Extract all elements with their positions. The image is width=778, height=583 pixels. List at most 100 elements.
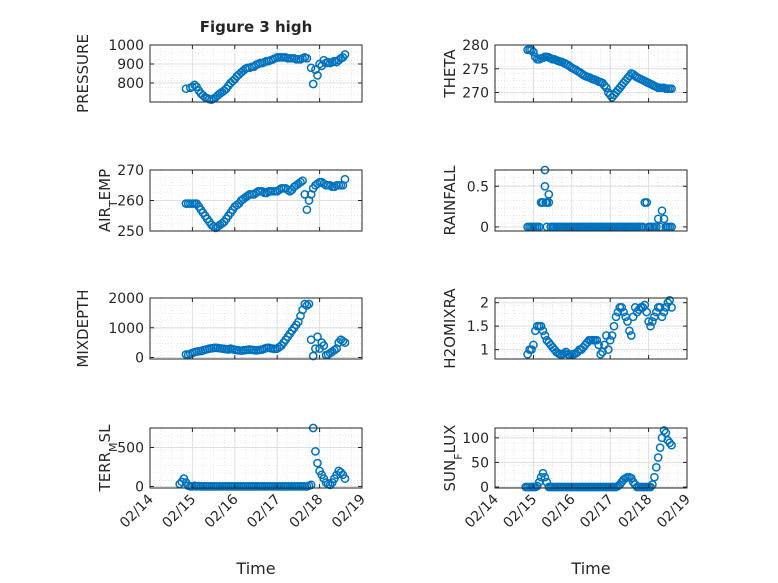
y-tick-label: 0 (135, 351, 144, 367)
y-tick-label: 0 (480, 480, 489, 496)
y-tick-label: 1000 (108, 321, 144, 337)
data-point (232, 200, 242, 210)
data-point (540, 331, 550, 340)
y-axis-label: AIRTEMP (96, 169, 120, 232)
y-axis-label: H2OMIXRA (441, 288, 459, 369)
data-point (642, 307, 652, 317)
data-point (325, 180, 335, 190)
panel-rainfall: 0 0.5 RAINFALL (441, 165, 688, 236)
data-point (628, 312, 638, 322)
data-point (340, 338, 350, 347)
data-point (304, 299, 314, 309)
data-point (661, 303, 671, 312)
x-tick-label: 02/17 (244, 492, 284, 532)
data-point (603, 345, 613, 354)
data-point (651, 462, 661, 472)
x-tick-label: 02/16 (202, 491, 242, 531)
y-tick-label: 270 (117, 163, 144, 179)
data-point (190, 80, 199, 90)
axes-box (494, 44, 688, 103)
data-point (188, 82, 197, 92)
data-point (285, 186, 295, 196)
axes-box (149, 44, 363, 103)
data-point (544, 198, 554, 207)
data-point (644, 317, 653, 326)
y-tick-label: 260 (117, 194, 144, 210)
x-tick-label: 02/18 (287, 492, 327, 532)
y-axis-label: MIXDEPTH (74, 289, 92, 367)
data-point (659, 307, 669, 317)
data-point (536, 321, 546, 331)
data-point (659, 214, 669, 224)
panel-mixdepth: 0 1000 2000 MIXDEPTH (74, 289, 363, 368)
data-point (626, 331, 636, 340)
y-tick-label: 280 (462, 38, 489, 54)
data-point (308, 79, 318, 89)
panel-pressure: 800 900 1000 PRESSURE Figure 3 high (74, 18, 363, 113)
data-point (340, 50, 350, 59)
data-point (340, 474, 350, 483)
data-point (667, 303, 676, 312)
data-point (538, 326, 548, 336)
data-point (609, 321, 619, 331)
data-point (313, 332, 322, 342)
data-point (617, 303, 627, 312)
data-point (648, 317, 657, 326)
data-point (607, 331, 617, 340)
data-series (521, 426, 676, 492)
y-tick-label: 2 (480, 296, 489, 312)
data-point (311, 447, 320, 456)
data-point (667, 440, 676, 450)
data-point (646, 321, 655, 331)
data-series (181, 50, 350, 105)
data-point (298, 176, 307, 186)
y-axis-label: TERRMSL (96, 424, 120, 493)
data-point (527, 345, 536, 354)
data-point (340, 174, 350, 184)
y-tick-label: 100 (462, 431, 489, 447)
y-tick-label: 0 (480, 220, 489, 236)
y-tick-label: 800 (117, 76, 144, 92)
data-point (321, 478, 331, 487)
data-series (181, 299, 350, 361)
data-series (523, 45, 676, 102)
data-point (336, 468, 346, 477)
data-point (650, 472, 659, 482)
panel-sun-flux: 0 50 100SUNFLUX02/1402/1502/1602/1702/1802… (441, 425, 694, 578)
data-point (529, 340, 538, 350)
data-point (592, 335, 602, 345)
data-point (653, 214, 663, 224)
data-point (300, 190, 310, 199)
data-point (527, 45, 536, 55)
data-point (667, 222, 676, 232)
data-point (302, 205, 312, 215)
x-tick-label: 02/17 (577, 492, 617, 532)
data-point (657, 206, 667, 216)
data-point (657, 312, 667, 322)
x-tick-label: 02/15 (159, 492, 199, 532)
data-point (319, 341, 329, 350)
data-point (602, 83, 611, 93)
data-point (311, 65, 320, 75)
axes-box (494, 297, 688, 360)
data-point (655, 443, 665, 453)
data-point (605, 335, 615, 345)
x-tick-label: 02/19 (329, 492, 369, 532)
y-tick-label: 275 (462, 62, 489, 78)
y-axis-label: PRESSURE (74, 34, 92, 113)
y-tick-label: 0.5 (467, 179, 489, 195)
data-point (642, 198, 652, 207)
x-tick-label: 02/19 (654, 492, 694, 532)
data-point (306, 63, 316, 73)
figure-title: Figure 3 high (200, 18, 313, 36)
data-point (596, 349, 605, 359)
data-series (523, 295, 676, 360)
axes-box (494, 169, 688, 232)
data-point (313, 71, 322, 80)
panel-h2omixra: 1 1.5 2 H2OMIXRA (441, 288, 688, 369)
